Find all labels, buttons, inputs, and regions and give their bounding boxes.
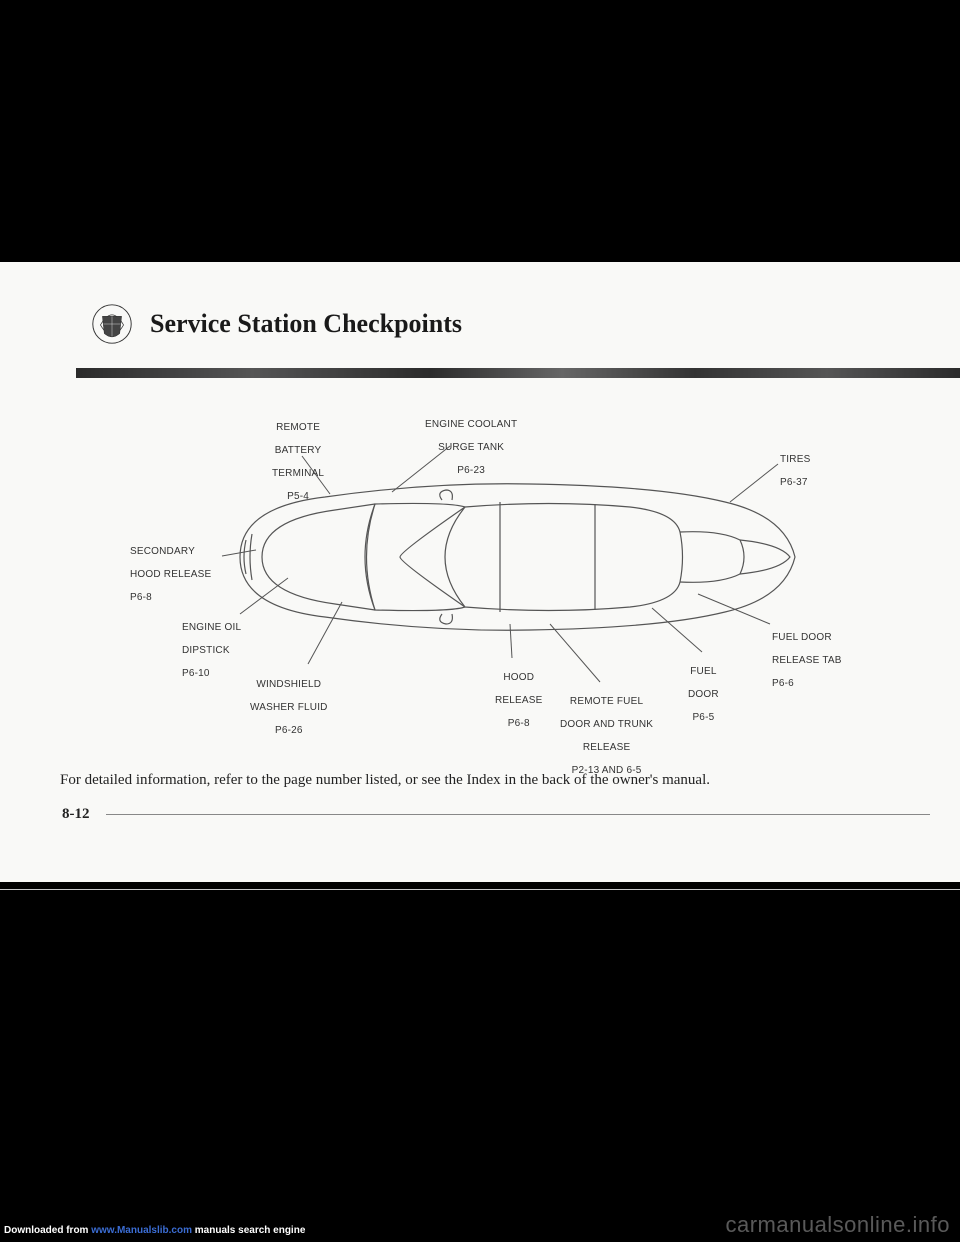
callout-line: REMOTE (276, 422, 320, 433)
callout-line: P6-23 (457, 465, 485, 476)
callout-line: P6-6 (772, 678, 794, 689)
callout-windshield-washer: WINDSHIELD WASHER FLUID P6-26 (250, 667, 328, 736)
page-title: Service Station Checkpoints (150, 309, 462, 339)
callout-line: P6-10 (182, 668, 210, 679)
cadillac-crest-icon (88, 300, 136, 348)
callout-line: SECONDARY (130, 546, 195, 557)
callout-line: WINDSHIELD (256, 679, 321, 690)
callout-line: P6-37 (780, 477, 808, 488)
callout-line: REMOTE FUEL (570, 696, 643, 707)
callout-line: P6-8 (508, 718, 530, 729)
callout-secondary-hood: SECONDARY HOOD RELEASE P6-8 (130, 534, 211, 603)
watermark-left-prefix: Downloaded from (4, 1225, 91, 1236)
callout-tires: TIRES P6-37 (780, 442, 810, 488)
watermark-left-link: www.Manualslib.com (91, 1225, 192, 1236)
callout-remote-fuel-trunk: REMOTE FUEL DOOR AND TRUNK RELEASE P2-13… (560, 684, 653, 776)
callout-line: HOOD RELEASE (130, 569, 211, 580)
callout-line: WASHER FLUID (250, 702, 328, 713)
callout-hood-release: HOOD RELEASE P6-8 (495, 660, 543, 729)
callout-line: SURGE TANK (438, 442, 504, 453)
callout-line: DOOR (688, 689, 719, 700)
watermark-left-suffix: manuals search engine (192, 1225, 305, 1236)
header: Service Station Checkpoints (88, 300, 900, 348)
callout-remote-battery: REMOTE BATTERY TERMINAL P5-4 (272, 410, 324, 502)
callout-line: RELEASE (583, 742, 631, 753)
manual-page: Service Station Checkpoints (0, 262, 960, 882)
callout-line: RELEASE (495, 695, 543, 706)
callout-line: TERMINAL (272, 468, 324, 479)
callout-line: P6-26 (275, 725, 303, 736)
callout-line: DIPSTICK (182, 645, 230, 656)
callout-fuel-door-tab: FUEL DOOR RELEASE TAB P6-6 (772, 620, 842, 689)
callout-line: ENGINE OIL (182, 622, 241, 633)
header-divider (76, 368, 960, 378)
callout-engine-coolant: ENGINE COOLANT SURGE TANK P6-23 (425, 407, 517, 476)
callout-line: DOOR AND TRUNK (560, 719, 653, 730)
callout-line: P6-5 (692, 712, 714, 723)
callout-engine-oil: ENGINE OIL DIPSTICK P6-10 (182, 610, 241, 679)
callout-line: FUEL (690, 666, 716, 677)
watermark-right: carmanualsonline.info (725, 1212, 950, 1238)
callout-line: ENGINE COOLANT (425, 419, 517, 430)
callout-line: FUEL DOOR (772, 632, 832, 643)
callout-line: P6-8 (130, 592, 152, 603)
callout-fuel-door: FUEL DOOR P6-5 (688, 654, 719, 723)
page-number-rule (106, 814, 930, 815)
footnote-text: For detailed information, refer to the p… (60, 772, 900, 789)
callout-line: BATTERY (275, 445, 322, 456)
page-root: Service Station Checkpoints (0, 0, 960, 1242)
car-diagram: REMOTE BATTERY TERMINAL P5-4 ENGINE COOL… (80, 402, 880, 762)
watermark-left: Downloaded from www.Manualslib.com manua… (4, 1225, 305, 1236)
callout-line: P5-4 (287, 491, 309, 502)
callout-line: RELEASE TAB (772, 655, 842, 666)
callout-line: HOOD (503, 672, 534, 683)
callout-line: TIRES (780, 454, 810, 465)
page-number: 8-12 (62, 806, 90, 823)
